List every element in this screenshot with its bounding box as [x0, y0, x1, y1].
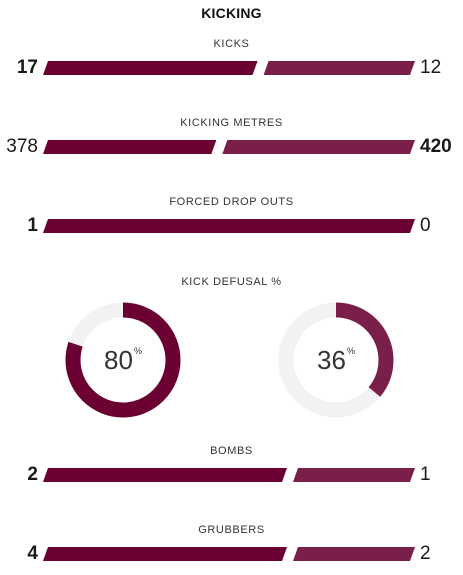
home-value: 17 [16, 57, 38, 78]
stat-label: KICKS [213, 38, 250, 50]
home-bar-segment [43, 140, 216, 154]
away-bar-segment [293, 547, 415, 561]
ring-unit: % [346, 346, 355, 356]
comparison-bar [43, 468, 415, 482]
home-bar-segment [43, 219, 415, 233]
stat-label: FORCED DROP OUTS [169, 196, 294, 208]
section-title: KICKING [201, 5, 262, 21]
stat-label: KICKING METRES [180, 117, 283, 129]
away-value: 12 [420, 57, 442, 78]
comparison-bar [43, 219, 415, 233]
away-value: 420 [420, 136, 452, 157]
comparison-bar [43, 61, 415, 75]
stat-row-forced-drop-outs: FORCED DROP OUTS 1 0 [0, 196, 463, 236]
comparison-bar [43, 547, 415, 561]
home-bar-segment [43, 61, 258, 75]
away-value: 2 [420, 543, 431, 564]
stat-row-kicking-metres: KICKING METRES 378 420 [0, 117, 463, 157]
away-bar-segment [264, 61, 415, 75]
away-bar-segment [293, 468, 415, 482]
home-bar-segment [43, 547, 287, 561]
ring-value: 80 [104, 344, 133, 375]
away-value: 1 [420, 464, 431, 485]
ring-progress [278, 302, 394, 418]
ring-value: 36 [317, 344, 346, 375]
stat-label: GRUBBERS [198, 524, 265, 536]
home-bar-segment [43, 468, 287, 482]
stat-row-kicks: KICKS 17 12 [0, 38, 463, 78]
stat-label: BOMBS [210, 445, 253, 457]
home-value: 378 [6, 136, 38, 157]
home-value: 2 [27, 464, 38, 485]
stat-row-bombs: BOMBS 2 1 [0, 445, 463, 485]
stat-row-grubbers: GRUBBERS 4 2 [0, 524, 463, 564]
away-defusal-ring: 36% [276, 300, 396, 420]
ring-percentage: 80% [63, 300, 183, 420]
home-defusal-ring: 80% [63, 300, 183, 420]
home-value: 1 [27, 215, 38, 236]
stat-label-kick-defusal: KICK DEFUSAL % [181, 276, 282, 288]
away-bar-segment [222, 140, 415, 154]
away-value: 0 [420, 215, 431, 236]
home-value: 4 [27, 543, 38, 564]
ring-unit: % [133, 346, 142, 356]
ring-progress [65, 302, 181, 418]
ring-percentage: 36% [276, 300, 396, 420]
comparison-bar [43, 140, 415, 154]
